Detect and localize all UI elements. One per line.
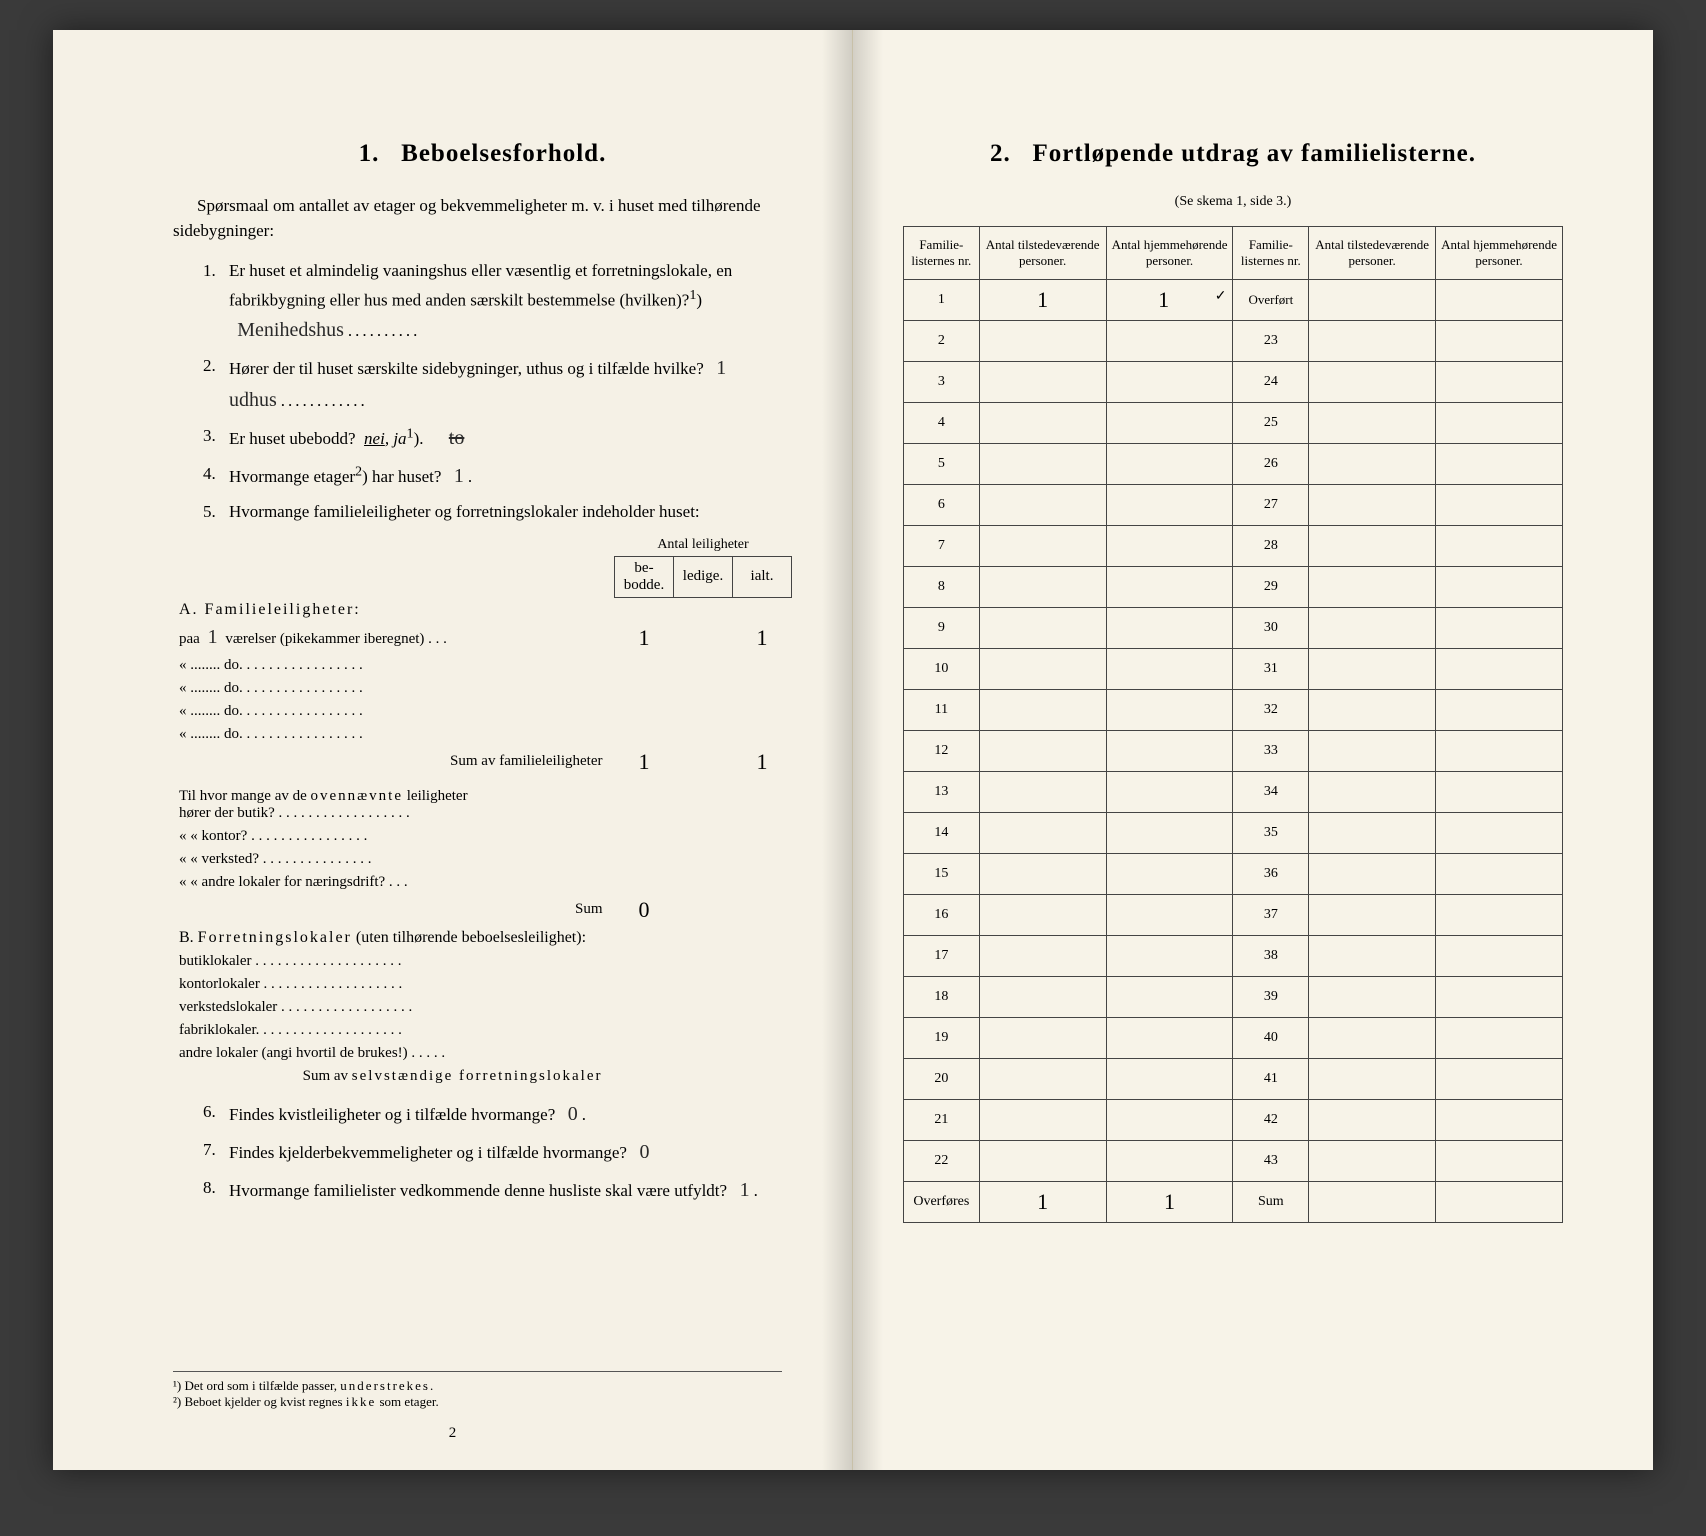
- intro-text: Spørsmaal om antallet av etager og bekve…: [173, 194, 792, 243]
- secA-row-4: « ........ do. . . . . . . . . . . . . .…: [173, 723, 792, 746]
- left-title-text: Beboelsesforhold.: [401, 140, 606, 167]
- secA-sub-sum: Sum 0: [173, 894, 792, 926]
- table-row: 111 ✓Overført: [904, 280, 1563, 321]
- q6-answer: 0: [564, 1103, 582, 1125]
- footer-left-label: Overføres: [904, 1182, 980, 1223]
- col-h-2: Antal hjemmehørende personer.: [1106, 227, 1233, 280]
- table-row: 1839: [904, 977, 1563, 1018]
- secA-title: A. Familieleiligheter:: [173, 597, 792, 622]
- table-row: 2142: [904, 1100, 1563, 1141]
- secA-row-0: paa 1 værelser (pikekammer iberegnet) . …: [173, 622, 792, 654]
- col-h-1: Antal tilstedeværende personer.: [979, 227, 1106, 280]
- q7: 7. Findes kjelderbekvemmeligheter og i t…: [203, 1136, 792, 1168]
- secB-sum: Sum av selvstændige forretningslokaler: [173, 1065, 792, 1088]
- table-row: 1637: [904, 895, 1563, 936]
- table-row: 1334: [904, 772, 1563, 813]
- leilig-table-wrap: Antal leiligheter be- bodde. ledige. ial…: [173, 534, 792, 1088]
- question-list-2: 6. Findes kvistleiligheter og i tilfælde…: [173, 1098, 792, 1206]
- table-row: 1233: [904, 731, 1563, 772]
- q7-answer: 0: [635, 1141, 653, 1163]
- q1: 1. Er huset et almindelig vaaningshus el…: [203, 257, 792, 346]
- table-row: 2243: [904, 1141, 1563, 1182]
- family-table: Familie- listernes nr. Antal tilstedevær…: [903, 226, 1563, 1223]
- table-row: 526: [904, 444, 1563, 485]
- secA-row-2: « ........ do. . . . . . . . . . . . . .…: [173, 677, 792, 700]
- book-spread: 1. Beboelsesforhold. Spørsmaal om antall…: [53, 30, 1653, 1470]
- footnotes: ¹) Det ord som i tilfælde passer, unders…: [173, 1371, 782, 1410]
- q6: 6. Findes kvistleiligheter og i tilfælde…: [203, 1098, 792, 1130]
- footnote-1: ¹) Det ord som i tilfælde passer, unders…: [173, 1378, 782, 1394]
- left-title-num: 1.: [359, 140, 380, 167]
- left-title: 1. Beboelsesforhold.: [173, 140, 792, 168]
- page-number: 2: [53, 1425, 852, 1442]
- footer-right-label: Sum: [1233, 1182, 1309, 1223]
- q5: 5. Hvormange familieleiligheter og forre…: [203, 498, 792, 525]
- table-row: 930: [904, 608, 1563, 649]
- right-page: 2. Fortløpende utdrag av familielisterne…: [853, 30, 1653, 1470]
- table-row: 2041: [904, 1059, 1563, 1100]
- col-ledige: ledige.: [674, 556, 733, 597]
- secA-row-3: « ........ do. . . . . . . . . . . . . .…: [173, 700, 792, 723]
- table-row: 1536: [904, 854, 1563, 895]
- col-ialt: ialt.: [733, 556, 792, 597]
- family-footer-row: Overføres 1 1 Sum: [904, 1182, 1563, 1223]
- table-row: 1435: [904, 813, 1563, 854]
- col-h-0: Familie- listernes nr.: [904, 227, 980, 280]
- col-h-5: Antal hjemmehørende personer.: [1436, 227, 1563, 280]
- q3: 3. Er huset ubebodd? nei, ja1). to: [203, 422, 792, 454]
- table-row: 425: [904, 403, 1563, 444]
- table-row: 324: [904, 362, 1563, 403]
- footer-tilstede: 1: [979, 1182, 1106, 1223]
- table-row: 1738: [904, 936, 1563, 977]
- q8-answer: 1: [736, 1179, 754, 1201]
- q3-strike: to: [445, 427, 469, 449]
- left-page: 1. Beboelsesforhold. Spørsmaal om antall…: [53, 30, 853, 1470]
- footer-hjemme: 1: [1106, 1182, 1233, 1223]
- table-row: 728: [904, 526, 1563, 567]
- table-row: 1132: [904, 690, 1563, 731]
- secA-row-1: « ........ do. . . . . . . . . . . . . .…: [173, 654, 792, 677]
- table-row: 223: [904, 321, 1563, 362]
- family-header-row: Familie- listernes nr. Antal tilstedevær…: [904, 227, 1563, 280]
- right-subtitle: (Se skema 1, side 3.): [903, 194, 1563, 210]
- right-title: 2. Fortløpende utdrag av familielisterne…: [903, 140, 1563, 168]
- table-row: 1031: [904, 649, 1563, 690]
- table-row: 1940: [904, 1018, 1563, 1059]
- footnote-2: ²) Beboet kjelder og kvist regnes ikke s…: [173, 1394, 782, 1410]
- right-title-text: Fortløpende utdrag av familielisterne.: [1033, 140, 1477, 167]
- table-row: 829: [904, 567, 1563, 608]
- q1-answer: Menihedshus: [233, 319, 348, 341]
- leilig-table: Antal leiligheter be- bodde. ledige. ial…: [173, 534, 792, 1088]
- col-h-4: Antal tilstedeværende personer.: [1309, 227, 1436, 280]
- secA-sub-intro: Til hvor mange av de ovennævnte leilighe…: [173, 778, 615, 825]
- q4-answer: 1: [450, 465, 468, 487]
- q4: 4. Hvormange etager2) har huset? 1.: [203, 460, 792, 492]
- right-title-num: 2.: [990, 140, 1011, 167]
- secA-sum: Sum av familieleiligheter 1 1: [173, 746, 792, 778]
- q2: 2. Hører der til huset særskilte sidebyg…: [203, 352, 792, 416]
- leilig-header: Antal leiligheter: [615, 534, 792, 557]
- secB-title: B. Forretningslokaler (uten tilhørende b…: [173, 926, 792, 950]
- q8: 8. Hvormange familielister vedkommende d…: [203, 1174, 792, 1206]
- col-bebodde: be- bodde.: [615, 556, 674, 597]
- table-row: 627: [904, 485, 1563, 526]
- col-h-3: Familie- listernes nr.: [1233, 227, 1309, 280]
- question-list: 1. Er huset et almindelig vaaningshus el…: [173, 257, 792, 525]
